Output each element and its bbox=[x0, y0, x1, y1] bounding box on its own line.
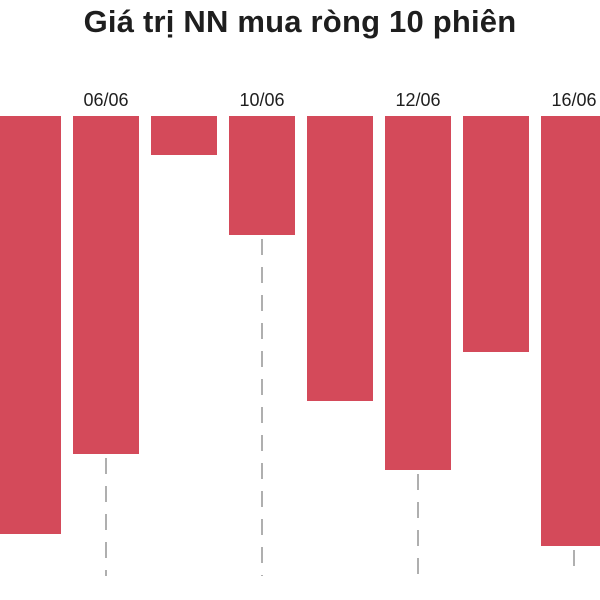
chart-title: Giá trị NN mua ròng 10 phiên bbox=[83, 4, 517, 39]
bars-group bbox=[0, 116, 600, 546]
bar-06-06 bbox=[73, 116, 139, 454]
tick-label-10-06: 10/06 bbox=[239, 90, 284, 110]
bar-12-06 bbox=[385, 116, 451, 470]
bar-16-06 bbox=[541, 116, 600, 546]
tick-labels-group: 06/06 10/06 12/06 16/06 bbox=[83, 90, 596, 110]
tick-label-12-06: 12/06 bbox=[395, 90, 440, 110]
bar-13-06 bbox=[463, 116, 529, 352]
bar-05-06 bbox=[0, 116, 61, 534]
tick-label-16-06: 16/06 bbox=[551, 90, 596, 110]
bar-10-06 bbox=[229, 116, 295, 235]
guide-lines-group bbox=[105, 239, 575, 576]
bar-11-06 bbox=[307, 116, 373, 401]
tick-label-06-06: 06/06 bbox=[83, 90, 128, 110]
bar-07-06 bbox=[151, 116, 217, 155]
